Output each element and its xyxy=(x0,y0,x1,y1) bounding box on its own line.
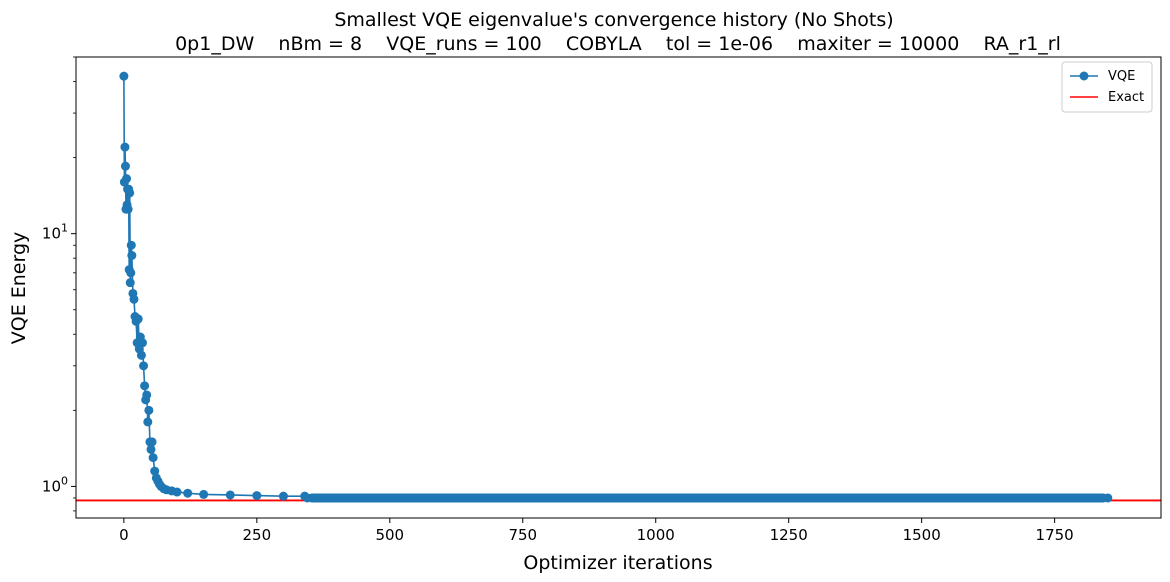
x-tick-label: 0 xyxy=(119,526,129,544)
y-axis-ticks: 100 101 xyxy=(42,56,76,512)
vqe-point xyxy=(278,491,288,501)
vqe-point xyxy=(137,338,147,348)
vqe-point xyxy=(140,381,150,391)
vqe-point xyxy=(148,453,158,463)
x-tick-label: 750 xyxy=(508,526,537,544)
plot-area xyxy=(75,56,1162,519)
vqe-point xyxy=(183,488,193,498)
legend: VQE Exact xyxy=(1061,61,1153,113)
x-tick-label: 1750 xyxy=(1036,526,1074,544)
vqe-point xyxy=(143,417,153,427)
x-axis-label: Optimizer iterations xyxy=(523,552,712,574)
vqe-point xyxy=(125,278,135,288)
axes-frame xyxy=(75,56,1162,519)
legend-exact-label: Exact xyxy=(1108,90,1144,105)
vqe-point xyxy=(146,444,156,454)
vqe-point xyxy=(199,489,209,499)
vqe-point xyxy=(126,268,136,278)
x-tick-label: 1000 xyxy=(637,526,675,544)
vqe-point xyxy=(120,142,130,152)
vqe-point xyxy=(122,174,132,184)
y-tick-label: 101 xyxy=(42,222,68,243)
vqe-point xyxy=(252,491,262,501)
vqe-point xyxy=(172,487,182,497)
vqe-point xyxy=(142,390,152,400)
vqe-point xyxy=(144,405,154,415)
vqe-point xyxy=(147,437,157,447)
vqe-point xyxy=(126,240,136,250)
x-tick-label: 250 xyxy=(243,526,272,544)
vqe-point xyxy=(120,161,130,171)
y-axis-label: VQE Energy xyxy=(8,232,30,345)
vqe-point xyxy=(119,71,129,81)
vqe-point xyxy=(129,294,139,304)
vqe-point xyxy=(133,314,143,324)
vqe-point xyxy=(139,361,149,371)
y-tick-label: 100 xyxy=(42,474,68,495)
vqe-point xyxy=(127,250,137,260)
vqe-point xyxy=(125,188,135,198)
x-tick-label: 1500 xyxy=(903,526,941,544)
vqe-dense-markers xyxy=(307,493,1108,503)
x-tick-label: 500 xyxy=(375,526,404,544)
chart-subtitle: 0p1_DW nBm = 8 VQE_runs = 100 COBYLA tol… xyxy=(175,33,1061,55)
legend-vqe-marker xyxy=(1079,71,1089,81)
legend-vqe-label: VQE xyxy=(1108,69,1135,84)
x-axis-ticks: 0 250 500 750 1000 1250 1500 1750 xyxy=(119,518,1074,544)
vqe-point xyxy=(225,490,235,500)
chart-title: Smallest VQE eigenvalue's convergence hi… xyxy=(334,9,893,31)
vqe-line xyxy=(123,76,1108,499)
x-tick-label: 1250 xyxy=(770,526,808,544)
vqe-point xyxy=(123,204,133,214)
vqe-point xyxy=(136,350,146,360)
vqe-point xyxy=(150,466,160,476)
series-group xyxy=(76,71,1161,503)
